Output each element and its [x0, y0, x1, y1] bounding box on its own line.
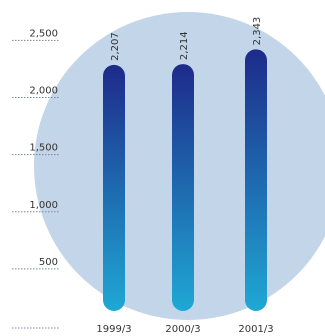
x-tick-label: 1999/3: [96, 324, 131, 335]
x-tick-label: 2000/3: [165, 324, 200, 335]
value-labels: 2,207 2,214 2,343: [110, 17, 263, 61]
y-tick-label: 2,500: [29, 28, 58, 39]
y-tick-label: 1,000: [29, 200, 58, 211]
bar-value-label: 2,343: [252, 17, 263, 46]
y-tick-label: 500: [39, 257, 58, 268]
bar: [245, 49, 267, 311]
bar: [172, 64, 194, 312]
y-tick-label: 1,500: [29, 143, 58, 154]
y-tick-label: 2,000: [29, 86, 58, 97]
bar: [103, 64, 125, 312]
bar-value-label: 2,214: [179, 31, 190, 60]
bars: [103, 49, 267, 312]
bar-value-label: 2,207: [110, 32, 121, 61]
x-axis: 1999/3 2000/3 2001/3: [96, 324, 273, 335]
x-tick-label: 2001/3: [238, 324, 273, 335]
y-axis: 500 1,000 1,500 2,000 2,500: [12, 28, 60, 329]
